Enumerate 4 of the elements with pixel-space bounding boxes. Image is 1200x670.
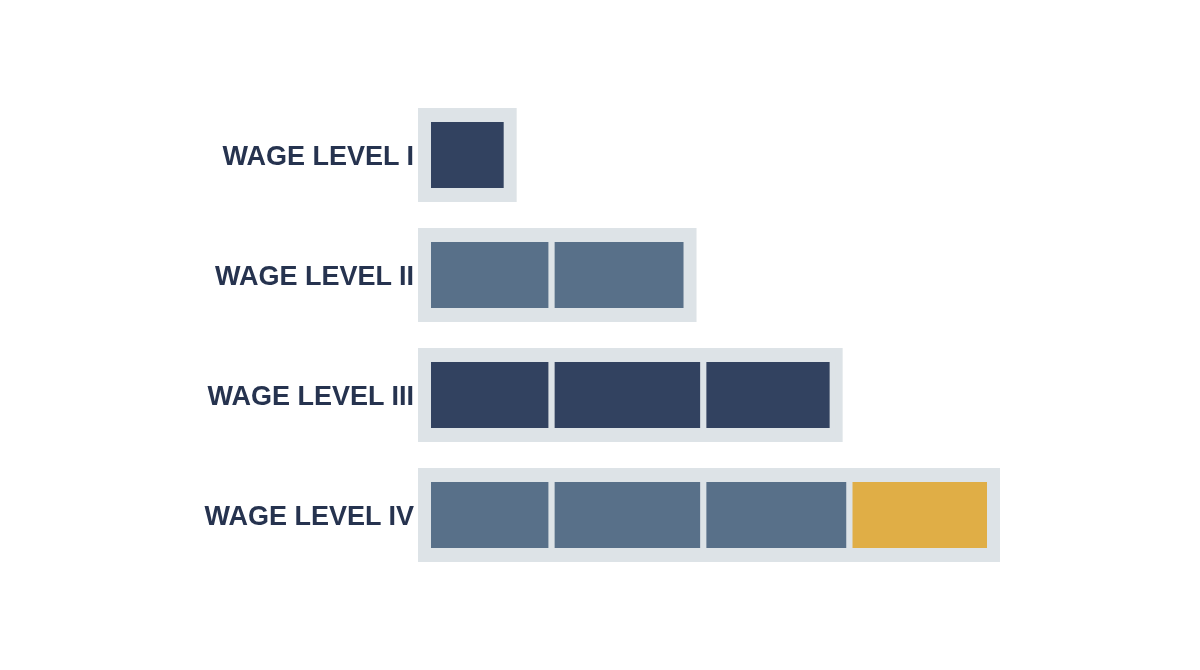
y-tick-label: WAGE LEVEL I (222, 140, 414, 171)
y-tick-label: WAGE LEVEL IV (204, 500, 414, 531)
y-tick-label: WAGE LEVEL II (214, 260, 414, 291)
y-tick-label: WAGE LEVEL III (207, 380, 414, 411)
